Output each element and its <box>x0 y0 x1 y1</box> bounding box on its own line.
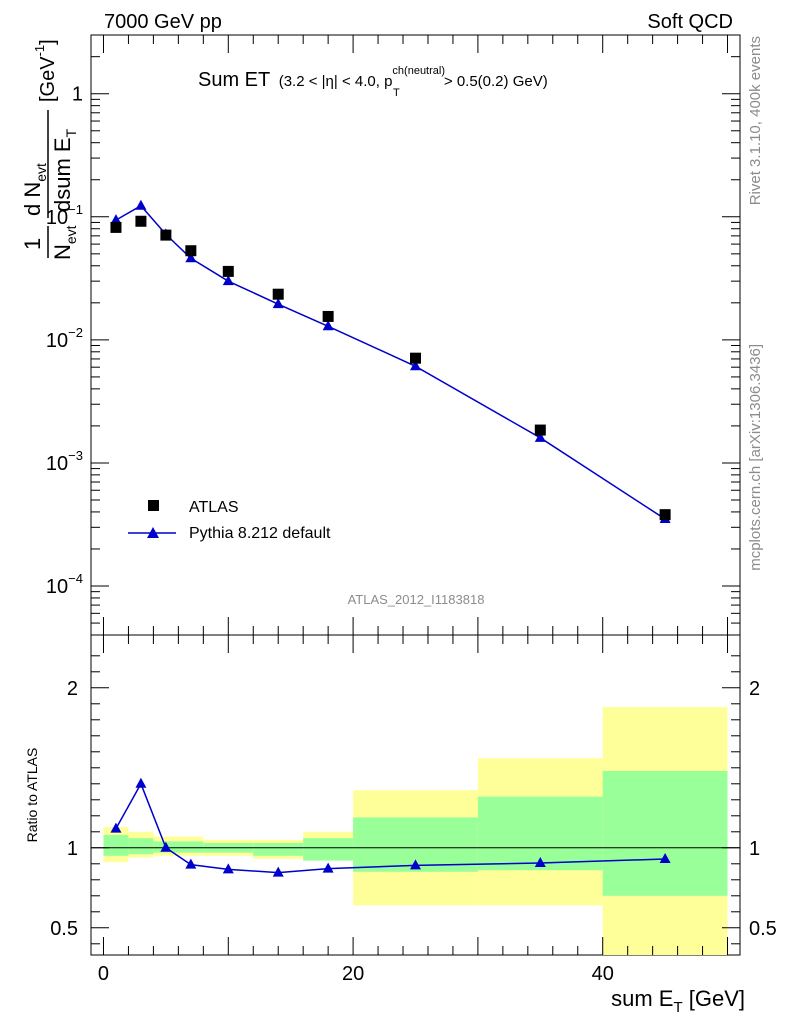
svg-text:dsum ET: dsum ET <box>50 128 79 212</box>
x-tick-label: 20 <box>342 963 364 985</box>
band-inner <box>602 771 728 896</box>
band-inner <box>103 835 129 856</box>
atlas-point <box>272 288 284 300</box>
ratio-point <box>222 863 234 874</box>
mc-point <box>222 275 234 286</box>
ratio-line <box>115 782 666 874</box>
atlas-point <box>185 245 197 257</box>
svg-text:[GeV-1]: [GeV-1] <box>32 39 59 102</box>
main-plot-frame <box>90 34 741 636</box>
mc-point <box>272 298 284 309</box>
ratio-y-tick-label-right: 1 <box>749 838 760 860</box>
legend-data-marker <box>148 500 159 511</box>
atlas-point <box>322 310 334 322</box>
main-y-tick-label: 1 <box>72 84 83 106</box>
atlas-point <box>659 509 671 521</box>
ratio-point <box>410 859 421 870</box>
ratio-point <box>272 866 284 877</box>
mc-point <box>322 320 334 331</box>
ratio-series <box>110 777 671 877</box>
ratio-uncertainty-bands <box>103 707 728 955</box>
atlas-point <box>534 424 546 436</box>
legend-data-label: ATLAS <box>189 499 239 516</box>
atlas-point <box>160 229 172 241</box>
mc-point <box>185 252 197 263</box>
legend-mc-label: Pythia 8.212 default <box>189 525 331 542</box>
main-y-tick-label: 10−3 <box>46 448 83 475</box>
atlas-point <box>135 215 147 227</box>
band-inner <box>128 838 154 855</box>
ratio-y-tick-label-left: 2 <box>67 678 78 700</box>
x-tick-label: 0 <box>98 963 109 985</box>
ratio-y-tick-label-right: 0.5 <box>749 918 777 940</box>
ratio-point <box>185 858 197 869</box>
x-axis: 0 20 40 <box>98 35 729 985</box>
mc-point <box>110 214 122 225</box>
ratio-point <box>135 777 147 788</box>
ratio-plot-frame <box>90 634 741 956</box>
band-inner <box>303 838 354 861</box>
header-left: 7000 GeV pp <box>104 11 222 33</box>
ratio-point <box>534 857 546 867</box>
main-series <box>110 199 671 524</box>
ratio-point <box>322 862 334 873</box>
main-y-axis-label: 1 Nevt d Nevt dsum ET [GeV-1] <box>20 39 79 260</box>
header-right: Soft QCD <box>647 11 733 33</box>
legend-mc-marker <box>147 527 159 538</box>
ratio-point <box>659 853 671 863</box>
analysis-id: ATLAS_2012_I1183818 <box>348 592 485 607</box>
mcplots-label: mcplots.cern.ch [arXiv:1306.3436] <box>747 344 764 571</box>
mc-point <box>410 360 421 371</box>
svg-text:1: 1 <box>20 238 45 250</box>
ratio-y-tick-label-left: 0.5 <box>50 918 78 940</box>
x-tick-label: 40 <box>592 963 614 985</box>
svg-text:Nevt: Nevt <box>50 225 79 260</box>
ratio-y-tick-label-right: 2 <box>749 678 760 700</box>
ratio-y-axis: 0.5 0.5 1 1 2 2 <box>50 655 777 945</box>
main-y-tick-label: 10−1 <box>46 202 83 229</box>
main-y-tick-label: 10−2 <box>46 325 83 352</box>
main-y-tick-label: 10−4 <box>46 571 83 598</box>
rivet-label: Rivet 3.1.10, 400k events <box>747 36 764 205</box>
band-inner <box>153 841 204 853</box>
atlas-point <box>110 221 122 233</box>
mc-point <box>534 431 546 442</box>
ratio-y-tick-label-left: 1 <box>67 838 78 860</box>
main-title: Sum ET (3.2 < |η| < 4.0, pch(neutral) T >… <box>198 65 548 99</box>
mc-line <box>115 204 666 520</box>
band-inner <box>253 843 304 856</box>
svg-text:d Nevt: d Nevt <box>20 163 49 216</box>
atlas-point <box>410 352 421 364</box>
mc-point <box>135 199 147 210</box>
ratio-y-axis-label: Ratio to ATLAS <box>24 748 40 843</box>
atlas-point <box>222 265 234 277</box>
ratio-point <box>110 822 122 833</box>
x-axis-label: sum ET [GeV] <box>611 986 745 1016</box>
main-y-axis: 1 10−1 10−2 10−3 10−4 <box>46 34 740 636</box>
ratio-point <box>160 841 172 852</box>
